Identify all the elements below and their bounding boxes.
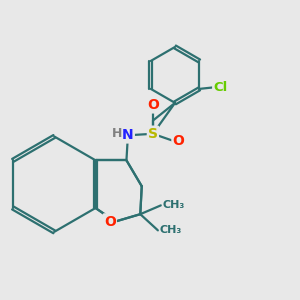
Text: Cl: Cl [213,81,228,94]
Text: Cl: Cl [213,81,228,94]
Text: S: S [148,127,158,141]
Text: O: O [147,98,159,112]
Text: H: H [112,127,122,140]
Text: CH₃: CH₃ [159,225,182,236]
Text: O: O [104,214,116,229]
Text: N: N [122,128,134,142]
Text: N: N [122,128,134,142]
Text: S: S [148,127,158,141]
Text: O: O [147,98,159,112]
Text: H: H [112,127,122,140]
Text: CH₃: CH₃ [162,200,184,210]
Text: CH₃: CH₃ [162,200,184,210]
Text: O: O [172,134,184,148]
Text: CH₃: CH₃ [159,225,182,236]
Text: O: O [172,134,184,148]
Text: O: O [104,214,116,229]
